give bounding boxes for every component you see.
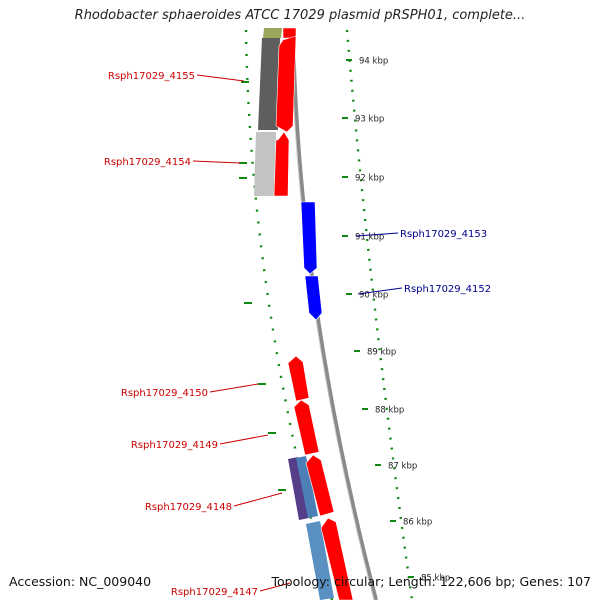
gene-arrow[interactable] bbox=[304, 275, 323, 321]
cog-bar-dark-grey bbox=[258, 38, 280, 130]
gene-arrow[interactable] bbox=[275, 35, 297, 133]
cog-track bbox=[254, 28, 334, 600]
gene-label[interactable]: Rsph17029_4147 bbox=[171, 587, 258, 598]
cog-bar-steel-blue-1 bbox=[296, 456, 318, 518]
gene-arrow[interactable] bbox=[273, 131, 290, 197]
gene-label[interactable]: Rsph17029_4149 bbox=[131, 440, 218, 451]
gene-leader-line bbox=[259, 582, 291, 592]
tick-label: 90 kbp bbox=[359, 291, 388, 301]
cog-bar-steel-blue-2 bbox=[306, 521, 334, 600]
tick-label: 86 kbp bbox=[403, 518, 432, 528]
cog-bar-purple bbox=[288, 457, 309, 520]
tick-label: 87 kbp bbox=[388, 462, 417, 472]
cog-bar-olive bbox=[263, 28, 282, 38]
gene-leader-line bbox=[192, 160, 241, 164]
gene-arrow[interactable] bbox=[305, 454, 335, 517]
topology-text: Topology: circular; Length: 122,606 bp; … bbox=[271, 574, 592, 589]
gene-label[interactable]: Rsph17029_4153 bbox=[400, 229, 487, 240]
tick-label: 94 kbp bbox=[359, 57, 388, 67]
gene-label[interactable]: Rsph17029_4155 bbox=[108, 71, 195, 82]
tick-label: 85 kbp bbox=[421, 574, 450, 584]
tick-labels: 94 kbp 93 kbp 92 kbp 91 kbp 90 kbp 89 kbp 88 k… bbox=[239, 57, 450, 584]
tick-label: 91 kbp bbox=[355, 233, 384, 243]
gene-arrow[interactable] bbox=[300, 201, 318, 275]
gene-leader-line bbox=[209, 383, 259, 393]
gene-leader-line bbox=[219, 434, 269, 445]
gene-leader-line bbox=[357, 287, 403, 295]
gene-label[interactable]: Rsph17029_4148 bbox=[145, 502, 232, 513]
gene-leader-line bbox=[355, 232, 399, 237]
outer-tick-ring bbox=[345, 29, 414, 600]
map-title: Rhodobacter sphaeroides ATCC 17029 plasm… bbox=[74, 8, 526, 23]
gene-arrow[interactable] bbox=[293, 399, 320, 456]
tick-label: 92 kbp bbox=[355, 174, 384, 184]
gene-leader-line bbox=[196, 74, 245, 82]
tick-label: 89 kbp bbox=[367, 348, 396, 358]
gene-leader-line bbox=[233, 492, 283, 507]
gene-label[interactable]: Rsph17029_4152 bbox=[404, 284, 491, 295]
gene-arrows bbox=[273, 27, 354, 600]
gene-arrow[interactable] bbox=[320, 517, 354, 600]
gene-labels: Rsph17029_4155 Rsph17029_4154 Rsph17029_41… bbox=[104, 71, 491, 598]
gene-label[interactable]: Rsph17029_4154 bbox=[104, 157, 191, 168]
accession-text: Accession: NC_009040 bbox=[9, 574, 152, 589]
gene-label[interactable]: Rsph17029_4150 bbox=[121, 388, 208, 399]
gene-arrow[interactable] bbox=[287, 355, 310, 402]
tick-label: 88 kbp bbox=[375, 406, 404, 416]
cog-bar-light-grey bbox=[254, 132, 276, 196]
tick-label: 93 kbp bbox=[355, 115, 384, 125]
